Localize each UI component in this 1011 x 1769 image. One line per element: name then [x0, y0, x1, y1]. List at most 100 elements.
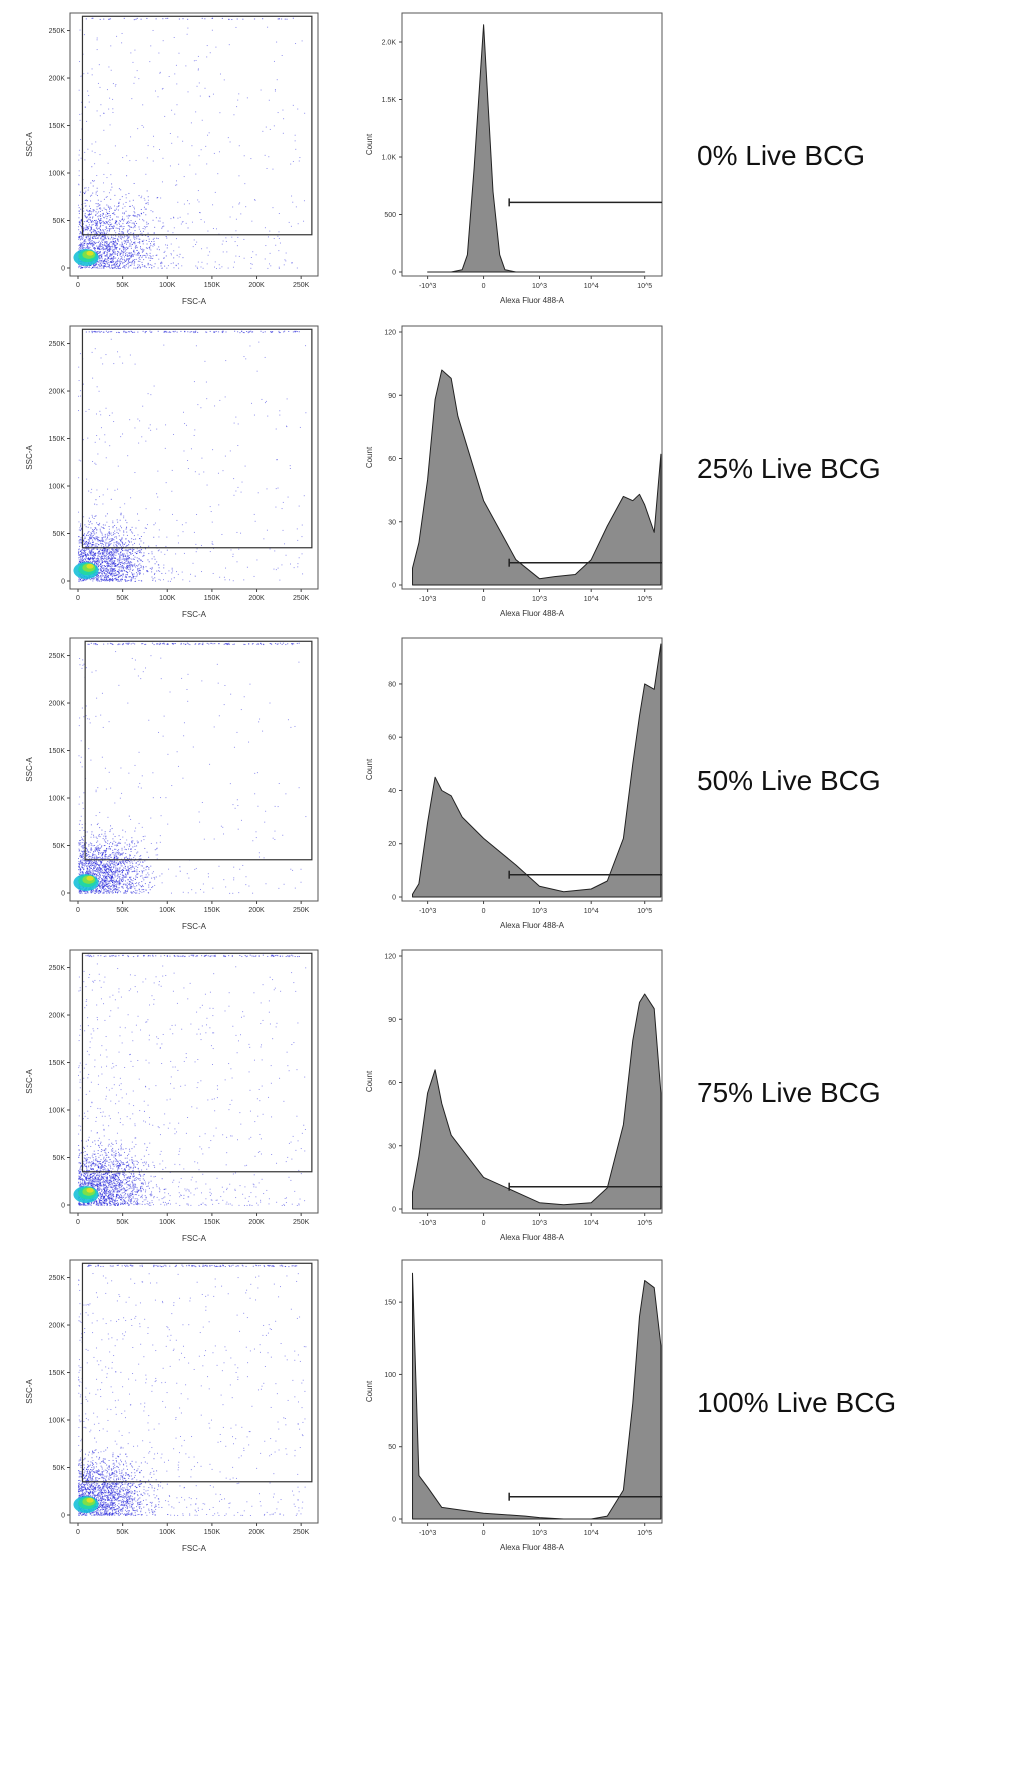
event-point: [83, 247, 85, 249]
event-point: [124, 555, 126, 557]
event-point: [212, 572, 214, 574]
event-point: [79, 221, 81, 223]
event-point: [85, 543, 87, 545]
event-point: [292, 104, 294, 106]
event-point: [99, 244, 101, 246]
event-point: [126, 255, 128, 257]
event-point: [154, 244, 156, 246]
event-point: [187, 700, 189, 702]
event-point: [158, 529, 160, 531]
event-point: [104, 244, 106, 246]
event-point: [175, 64, 177, 66]
event-point: [292, 17, 294, 19]
event-point: [137, 260, 139, 262]
event-point: [296, 642, 298, 644]
event-point: [110, 255, 112, 257]
event-point: [107, 569, 109, 571]
event-point: [127, 556, 129, 558]
event-point: [83, 716, 85, 718]
event-point: [101, 558, 103, 560]
event-point: [97, 557, 99, 559]
event-point: [265, 810, 267, 812]
event-point: [139, 572, 141, 574]
event-point: [134, 551, 136, 553]
event-point: [115, 565, 117, 567]
event-point: [121, 256, 123, 258]
event-point: [140, 678, 142, 680]
event-point: [236, 106, 238, 108]
event-point: [135, 576, 137, 578]
event-point: [99, 571, 101, 573]
event-point: [104, 579, 106, 581]
event-point: [133, 538, 135, 540]
event-point: [153, 536, 155, 538]
event-point: [79, 580, 81, 582]
event-point: [162, 222, 164, 224]
row-label: 0% Live BCG: [697, 140, 865, 171]
event-point: [83, 554, 85, 556]
event-point: [255, 831, 257, 833]
event-point: [95, 855, 97, 857]
event-point: [102, 331, 104, 333]
event-point: [129, 564, 131, 566]
event-point: [111, 266, 113, 268]
event-point: [123, 246, 125, 248]
event-point: [78, 154, 80, 156]
event-point: [104, 568, 106, 570]
event-point: [112, 251, 114, 253]
event-point: [82, 842, 84, 844]
event-point: [116, 263, 118, 265]
event-point: [193, 332, 195, 334]
event-point: [96, 697, 98, 699]
event-point: [137, 534, 139, 536]
event-point: [96, 862, 98, 864]
event-point: [93, 231, 95, 233]
event-point: [109, 642, 112, 644]
event-point: [109, 568, 111, 570]
event-point: [106, 216, 108, 218]
event-point: [109, 874, 111, 876]
event-point: [147, 263, 149, 265]
event-point: [263, 857, 265, 859]
event-point: [134, 883, 136, 885]
event-point: [96, 222, 98, 224]
event-point: [120, 559, 122, 561]
event-point: [105, 238, 107, 240]
event-point: [91, 226, 93, 228]
event-point: [151, 569, 153, 571]
event-point: [145, 202, 147, 204]
event-point: [282, 132, 284, 134]
event-point: [125, 550, 127, 552]
event-point: [82, 579, 84, 581]
event-point: [94, 892, 96, 894]
event-point: [202, 883, 204, 885]
event-point: [102, 726, 104, 728]
event-point: [101, 549, 103, 551]
event-point: [121, 548, 123, 550]
event-point: [101, 254, 103, 256]
event-point: [90, 552, 92, 554]
event-point: [83, 210, 85, 212]
event-point: [85, 236, 87, 238]
event-point: [123, 258, 125, 260]
event-point: [168, 868, 170, 870]
event-point: [126, 559, 128, 561]
event-point: [109, 258, 111, 260]
event-point: [158, 258, 160, 260]
event-point: [121, 196, 123, 198]
event-point: [96, 573, 98, 575]
event-point: [101, 559, 103, 561]
event-point: [101, 209, 103, 211]
event-point: [103, 567, 105, 569]
event-point: [132, 574, 134, 576]
event-point: [98, 524, 100, 526]
event-point: [139, 538, 141, 540]
event-point: [125, 332, 127, 334]
event-point: [133, 224, 135, 226]
event-point: [139, 863, 141, 865]
event-point: [97, 538, 99, 540]
event-point: [79, 29, 81, 31]
event-point: [111, 579, 113, 581]
event-point: [114, 863, 116, 865]
event-point: [102, 524, 104, 526]
